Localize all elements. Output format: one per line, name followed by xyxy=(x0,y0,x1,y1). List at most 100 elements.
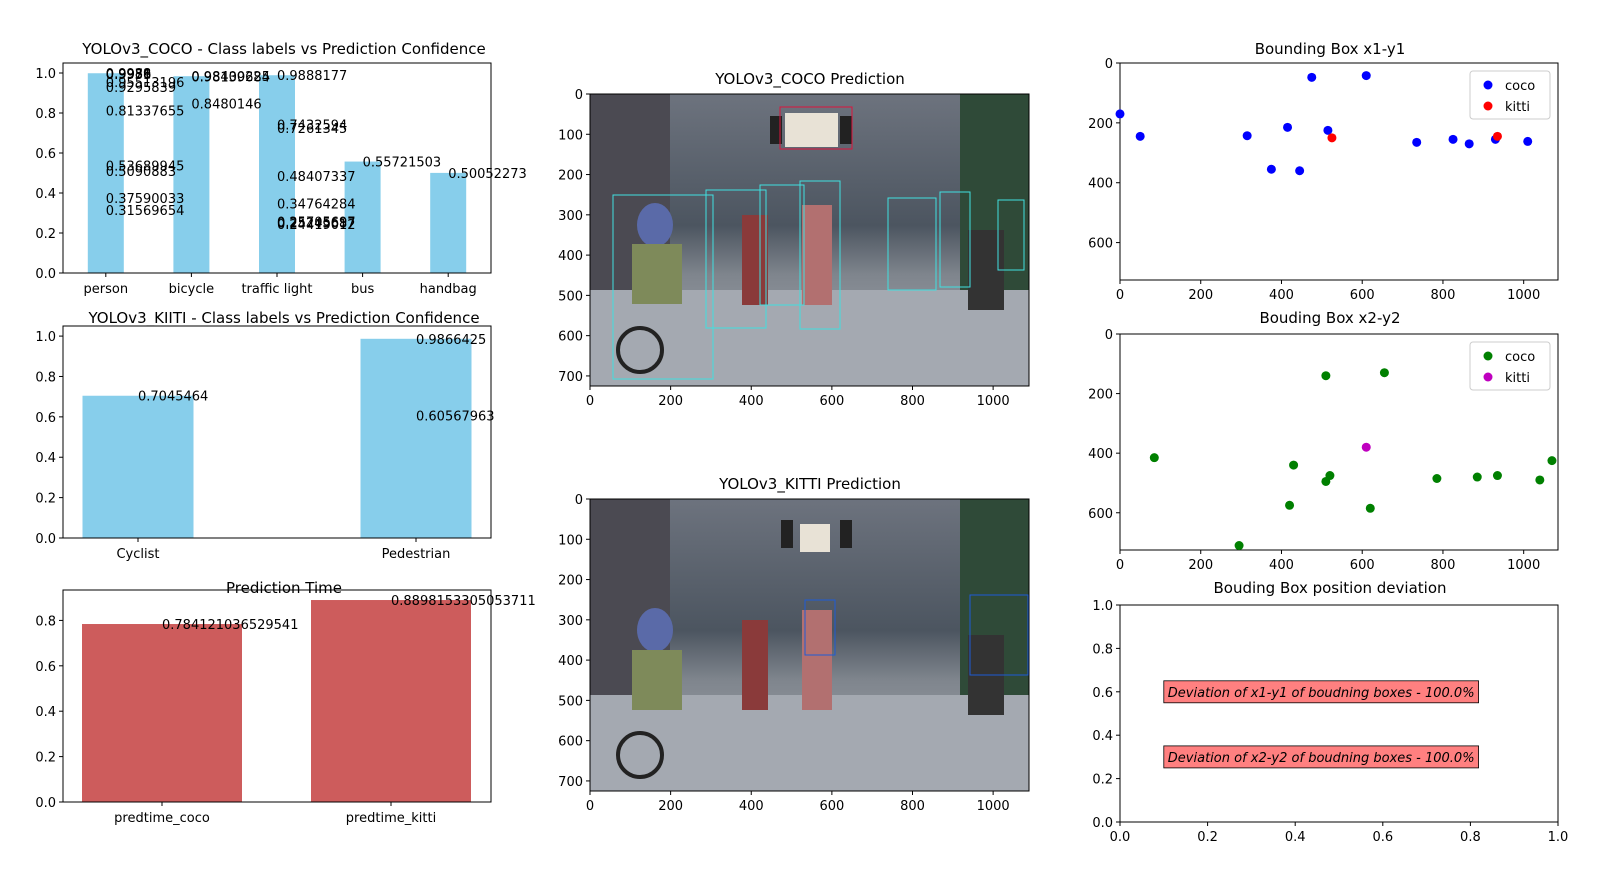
coco_img-axes xyxy=(589,93,1030,387)
coco_conf-data-label: 0.98400225 xyxy=(191,70,270,85)
coco_conf-data-label: 0.7432594 xyxy=(277,118,347,133)
pred_time-category-label: predtime_kitti xyxy=(346,811,436,826)
kitti_img-ytick-label: 500 xyxy=(558,694,583,709)
coco-image-title: YOLOv3_COCO Prediction xyxy=(714,70,905,89)
kitti_conf-ytick-label: 0.6 xyxy=(35,411,56,426)
coco-prediction-image xyxy=(590,94,1029,386)
coco_conf-category-label: handbag xyxy=(420,282,477,297)
coco_conf-data-label: 0.34764284 xyxy=(277,197,356,212)
x1y1-legend-marker xyxy=(1483,101,1493,111)
coco_conf-category-label: bicycle xyxy=(169,282,214,297)
coco_conf-data-label: 0.98139684 xyxy=(191,71,270,86)
deviation-xtick-label: 0.0 xyxy=(1110,830,1131,845)
x2y2-point-coco xyxy=(1379,368,1389,378)
coco_conf-data-label: 0.8480146 xyxy=(191,97,261,112)
deviation-xtick-label: 0.4 xyxy=(1285,830,1306,845)
deviation-ytick-label: 0.0 xyxy=(1092,816,1113,831)
x1y1-legend-label: coco xyxy=(1505,79,1535,94)
chart-layer: 0.0 0.2 0.4 0.6 0.8 1.0 person bicycle traffic l… xyxy=(35,57,1568,845)
x1y1-xtick-label: 400 xyxy=(1269,288,1294,303)
x2y2-xtick-label: 0 xyxy=(1116,558,1124,573)
x2y2-legend-label: coco xyxy=(1505,350,1535,365)
coco_conf-data-label: 0.24419012 xyxy=(277,218,356,233)
x2y2-ytick-label: 0 xyxy=(1105,328,1113,343)
x1y1-ytick-label: 0 xyxy=(1105,57,1113,72)
x1y1-point-coco xyxy=(1464,139,1474,149)
coco_conf-category-label: bus xyxy=(351,282,374,297)
kitti_conf-axes xyxy=(62,325,492,539)
x2y2-point-coco xyxy=(1289,460,1299,470)
x2y2-xtick-label: 800 xyxy=(1431,558,1456,573)
pred_time-axes xyxy=(62,589,492,803)
coco_conf-data-label: 0.25245687 xyxy=(277,217,356,232)
kitti-image-title: YOLOv3_KITTI Prediction xyxy=(718,475,901,494)
deviation-ytick-label: 0.8 xyxy=(1092,642,1113,657)
kitti_img-ytick-label: 300 xyxy=(558,614,583,629)
coco_conf-data-label: 0.9295839 xyxy=(106,81,176,96)
kitti_conf-data-label: 0.7045464 xyxy=(138,390,208,405)
pred_time-ytick-label: 0.2 xyxy=(35,751,56,766)
deviation-annotation-box xyxy=(1163,680,1479,704)
coco_conf-bar xyxy=(259,75,295,274)
coco_img-xtick-label: 400 xyxy=(739,394,764,409)
coco_conf-data-label: 0.9971 xyxy=(106,68,152,83)
coco_conf-ytick-label: 0.0 xyxy=(35,267,56,282)
coco_conf-data-label: 0.7261345 xyxy=(277,122,347,137)
x2y2-point-coco xyxy=(1285,500,1295,510)
x1y1-point-coco xyxy=(1135,131,1145,141)
coco_img-ytick-label: 600 xyxy=(558,330,583,345)
x2y2-point-coco xyxy=(1492,471,1502,481)
kitti_img-ytick-label: 700 xyxy=(558,775,583,790)
kitti_img-ytick-label: 100 xyxy=(558,533,583,548)
x1y1-point-coco xyxy=(1361,71,1371,81)
x2y2-point-coco xyxy=(1321,371,1331,381)
kitti_img-xtick-label: 0 xyxy=(586,799,594,814)
coco_img-ytick-label: 500 xyxy=(558,289,583,304)
coco_conf-data-label: 0.9956 xyxy=(106,68,152,83)
coco_img-xtick-label: 800 xyxy=(900,394,925,409)
coco_conf-data-label: 0.9939 xyxy=(106,68,152,83)
x1y1-xtick-label: 600 xyxy=(1350,288,1375,303)
kitti_img-xtick-label: 800 xyxy=(900,799,925,814)
coco_img-xtick-label: 1000 xyxy=(977,394,1010,409)
kitti-prediction-image xyxy=(590,499,1029,791)
x2y2-xtick-label: 600 xyxy=(1350,558,1375,573)
coco_img-ytick-label: 100 xyxy=(558,128,583,143)
deviation-annotation: Deviation of x2-y2 of boudning boxes - 1… xyxy=(1168,751,1475,766)
x1y1-point-coco xyxy=(1283,122,1293,132)
kitti_conf-ytick-label: 0.8 xyxy=(35,370,56,385)
x2y2-point-coco xyxy=(1325,471,1335,481)
coco_conf-data-label: 0.37590033 xyxy=(106,192,185,207)
coco_img-ytick-label: 400 xyxy=(558,249,583,264)
x2y2-point-kitti xyxy=(1361,442,1371,452)
coco_conf-data-label: 0.25705697 xyxy=(277,216,356,231)
x2y2-legend-label: kitti xyxy=(1505,371,1530,386)
x1y1-point-coco xyxy=(1412,137,1422,147)
x2y2-ytick-label: 600 xyxy=(1088,507,1113,522)
x1y1-point-coco xyxy=(1523,136,1533,146)
x2y2-point-coco xyxy=(1234,541,1244,551)
x1y1-axes xyxy=(1119,62,1559,281)
kitti-conf-title: YOLOv3_KIITI - Class labels vs Predictio… xyxy=(87,309,479,328)
x2y2-axes xyxy=(1119,333,1559,551)
x1y1-point-coco xyxy=(1115,109,1125,119)
kitti_conf-ytick-label: 1.0 xyxy=(35,330,56,345)
x1y1-ytick-label: 600 xyxy=(1088,237,1113,252)
x1y1-point-coco xyxy=(1448,134,1458,144)
x1y1-point-coco xyxy=(1323,125,1333,135)
deviation-annotation-box xyxy=(1163,745,1479,769)
kitti_conf-bar xyxy=(82,395,194,538)
deviation-xtick-label: 1.0 xyxy=(1548,830,1569,845)
coco_conf-bar xyxy=(430,172,467,273)
x2y2-point-coco xyxy=(1432,473,1442,483)
kitti_conf-category-label: Pedestrian xyxy=(382,547,451,562)
x1y1-xtick-label: 800 xyxy=(1431,288,1456,303)
coco_conf-bar xyxy=(344,161,381,273)
x1y1-point-coco xyxy=(1295,166,1305,176)
kitti_conf-ytick-label: 0.0 xyxy=(35,532,56,547)
deviation-ytick-label: 0.4 xyxy=(1092,729,1113,744)
kitti_img-ytick-label: 400 xyxy=(558,654,583,669)
x2y2-xtick-label: 400 xyxy=(1269,558,1294,573)
kitti_conf-ytick-label: 0.4 xyxy=(35,451,56,466)
